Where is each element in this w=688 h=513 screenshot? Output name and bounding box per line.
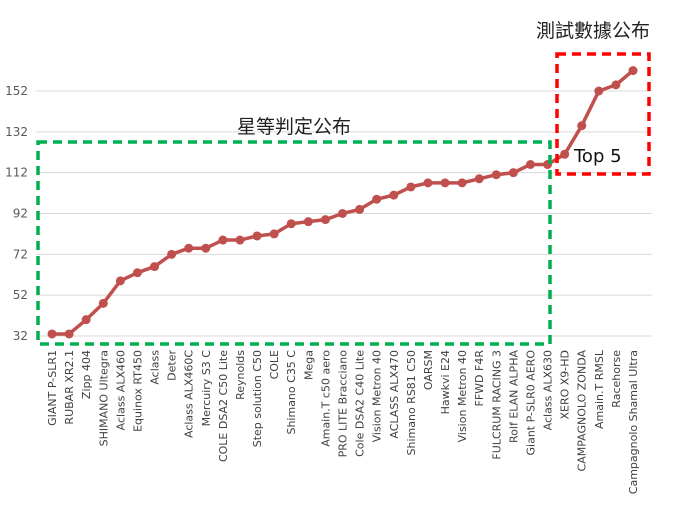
x-category-label: COLE: [268, 350, 281, 379]
y-tick-label: 132: [5, 125, 28, 139]
x-category-label: Aclass ALX460C: [183, 350, 196, 438]
data-point: [150, 262, 160, 272]
y-tick-label: 152: [5, 84, 28, 98]
data-point: [115, 276, 125, 286]
x-category-label: Campagnolo Shamal Ultra: [627, 350, 640, 494]
data-point: [64, 329, 74, 339]
x-category-label: Reynolds: [234, 350, 247, 400]
x-category-label: CAMPAGNOLO ZONDA: [576, 350, 589, 472]
x-category-label: Amain.T RMSL: [593, 349, 606, 429]
x-category-label: Giant P-SLR0 AERO: [524, 350, 537, 456]
data-point: [508, 168, 518, 178]
x-category-label: Aclass ALX460: [114, 350, 127, 430]
x-category-label: COLE DSA2 C50 Lite: [217, 350, 230, 462]
x-category-label: GIANT P-SLR1: [46, 350, 59, 426]
x-category-label: Racehorse: [610, 350, 623, 408]
y-tick-label: 72: [13, 247, 28, 261]
data-point: [132, 268, 142, 278]
x-category-label: RUBAR XR2.1: [63, 350, 76, 425]
data-line: [52, 69, 635, 336]
x-category-label: Mega: [302, 350, 315, 380]
data-point: [406, 182, 416, 192]
x-category-label: FFWD F4R: [473, 350, 486, 407]
data-point: [594, 86, 604, 96]
data-point: [252, 231, 262, 241]
data-point: [286, 219, 296, 229]
data-point: [98, 298, 108, 308]
data-point: [491, 170, 501, 180]
x-category-label: Shimano RS81 C50: [405, 350, 418, 455]
data-point: [338, 209, 347, 218]
data-point: [235, 235, 245, 245]
test-data-published-label: 測試數據公布: [536, 20, 650, 42]
y-axis-ticks: 32 52 72 92 112 132 152: [5, 84, 28, 343]
series-line: [47, 66, 638, 339]
x-category-label: Aclass: [149, 350, 162, 385]
top5-box: [555, 52, 651, 176]
data-point: [303, 217, 313, 227]
x-category-label: Amain.T c50 aero: [319, 350, 332, 447]
data-point: [440, 178, 450, 188]
data-point: [457, 178, 467, 188]
x-category-label: Vision Metron 40: [371, 350, 384, 442]
x-category-label: Zipp 404: [80, 350, 93, 399]
x-category-label: Equinox RT450: [131, 350, 144, 432]
data-point: [628, 66, 638, 76]
y-tick-label: 92: [13, 207, 28, 221]
x-category-label: Shimano C35 C: [285, 350, 298, 435]
x-category-label: Vision Metron 40: [456, 350, 469, 442]
x-category-label: Aclass ALX630: [542, 350, 555, 430]
x-category-label: ACLASS ALX470: [388, 350, 401, 439]
data-point: [184, 243, 194, 253]
data-point: [201, 243, 211, 253]
data-point: [389, 190, 399, 200]
data-point: [47, 329, 57, 339]
data-point: [560, 149, 570, 159]
gridlines: [36, 90, 652, 337]
data-point: [474, 174, 484, 184]
y-tick-label: 112: [5, 166, 28, 180]
x-category-label: FULCRUM RACING 3: [490, 350, 503, 460]
data-point: [423, 178, 433, 188]
x-category-label: PRO LITE Bracciano: [337, 350, 350, 458]
x-category-label: Hawkvi E24: [439, 350, 452, 414]
rating-published-label: 星等判定公布: [237, 116, 351, 138]
x-category-label: Mercuiry S3 C: [200, 350, 213, 427]
data-point: [611, 80, 621, 90]
x-category-label: Rolf ELAN ALPHA: [507, 350, 520, 443]
data-point: [218, 235, 228, 245]
x-category-label: Step solution C50: [251, 350, 264, 447]
y-tick-label: 32: [13, 329, 28, 343]
x-category-label: OARSM: [422, 350, 435, 390]
top5-label: Top 5: [573, 146, 622, 167]
x-category-label: XERO X9-HD: [559, 350, 572, 420]
data-point: [355, 204, 365, 214]
data-point: [525, 160, 535, 169]
x-category-label: Deter: [166, 350, 179, 381]
data-point: [577, 121, 587, 131]
data-point: [320, 215, 330, 225]
x-axis-labels: GIANT P-SLR1 RUBAR XR2.1 Zipp 404 SHIMANO U…: [46, 349, 640, 494]
data-point: [167, 249, 177, 259]
x-category-label: Cole DSA2 C40 Lite: [354, 350, 367, 457]
rating-published-box: [36, 140, 552, 346]
data-point: [372, 194, 382, 204]
x-category-label: SHIMANO Ultegra: [97, 350, 110, 446]
y-tick-label: 52: [13, 288, 28, 302]
data-point: [81, 315, 91, 325]
data-point: [269, 229, 279, 239]
